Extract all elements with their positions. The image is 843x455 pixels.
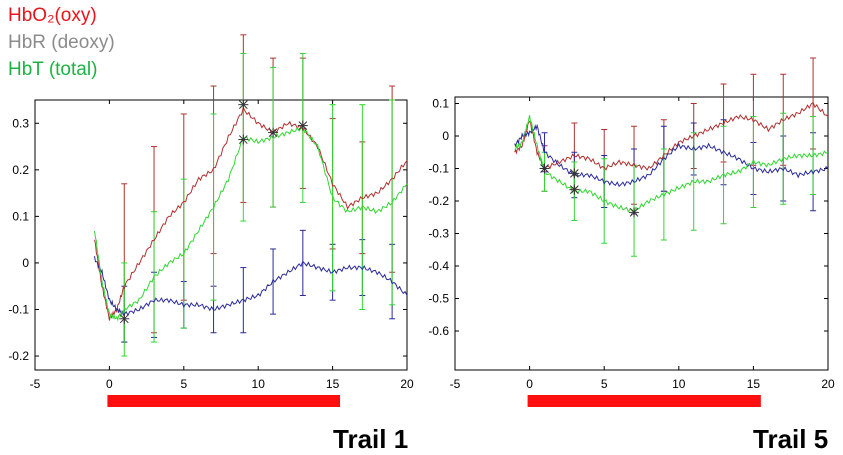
series-line-oxy (94, 106, 408, 321)
x-tick-label: 10 (252, 377, 266, 391)
significance-marker (569, 184, 580, 195)
y-tick-label: 0.3 (12, 116, 29, 130)
significance-marker (297, 120, 308, 131)
y-tick-label: 0 (442, 129, 449, 143)
x-tick-label: 20 (821, 377, 835, 391)
plot-frame (454, 96, 829, 371)
legend: HbO₂(oxy) HbR (deoxy) HbT (total) (8, 2, 115, 83)
significance-marker (238, 134, 249, 145)
significance-marker (238, 99, 249, 110)
series-line-deoxy (514, 123, 829, 188)
x-tick-label: 0 (526, 377, 533, 391)
x-tick-label: -5 (450, 377, 461, 391)
x-tick-label: 5 (601, 377, 608, 391)
significance-marker (569, 168, 580, 179)
plot-frame (34, 99, 408, 371)
x-tick-label: 20 (400, 377, 414, 391)
x-tick-label: 15 (326, 377, 340, 391)
x-tick-label: 10 (672, 377, 686, 391)
series-line-oxy (514, 101, 829, 173)
y-tick-label: 0.1 (12, 209, 29, 223)
legend-item-oxy: HbO₂(oxy) (8, 5, 97, 26)
x-tick-label: -5 (30, 377, 41, 391)
y-tick-label: 0.1 (432, 97, 449, 111)
x-tick-label: 0 (106, 377, 113, 391)
y-tick-label: -0.2 (8, 349, 29, 363)
legend-item-deoxy: HbR (deoxy) (8, 32, 115, 53)
legend-item-total: HbT (total) (8, 59, 98, 80)
y-tick-label: 0.2 (12, 163, 29, 177)
y-tick-label: -0.1 (428, 162, 449, 176)
x-tick-label: 5 (180, 377, 187, 391)
y-tick-label: -0.4 (428, 259, 449, 273)
y-tick-label: -0.2 (428, 194, 449, 208)
chart-title-trail-1: Trail 1 (333, 424, 409, 454)
significance-marker (539, 163, 550, 174)
y-tick-label: -0.1 (8, 302, 29, 316)
y-tick-label: -0.6 (428, 324, 449, 338)
x-tick-label: 15 (747, 377, 761, 391)
stimulus-bar (107, 395, 341, 407)
chart-title-trail-5: Trail 5 (753, 424, 829, 454)
y-tick-label: -0.3 (428, 227, 449, 241)
stimulus-bar (527, 395, 761, 407)
significance-marker (629, 207, 640, 218)
y-tick-label: 0 (22, 256, 29, 270)
significance-marker (119, 313, 130, 324)
series-line-total (94, 125, 408, 322)
y-tick-label: -0.5 (428, 292, 449, 306)
series-line-deoxy (94, 256, 408, 317)
significance-marker (268, 127, 279, 138)
